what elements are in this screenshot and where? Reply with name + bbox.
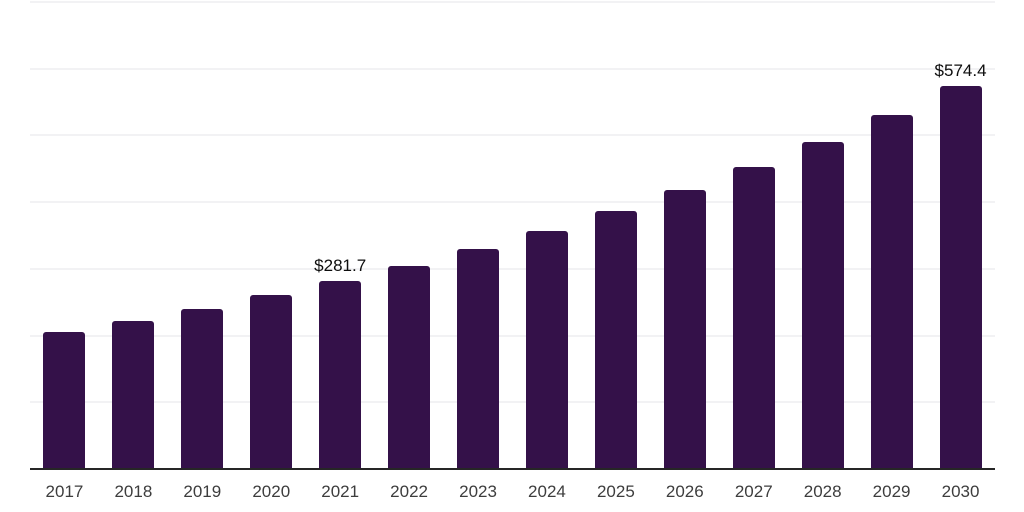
bar-2028 [801, 141, 844, 469]
x-tick-label-2022: 2022 [390, 482, 428, 501]
gridline-700 [30, 1, 995, 3]
x-tick-label-2017: 2017 [45, 482, 84, 501]
x-tick-label-2020: 2020 [252, 482, 291, 501]
x-tick-label-2026: 2026 [665, 482, 704, 501]
bar-2030 [939, 85, 982, 469]
x-tick-label-2028: 2028 [803, 482, 842, 501]
x-tick-label-2029: 2029 [872, 482, 911, 501]
gridline-200 [30, 334, 995, 337]
bar-2021 [319, 281, 362, 469]
x-axis-line [30, 468, 995, 470]
bar-2020 [250, 295, 293, 469]
x-tick-label-2025: 2025 [596, 482, 635, 501]
bar-2017 [43, 332, 86, 469]
gridline-300 [30, 267, 995, 270]
bar-2026 [663, 189, 706, 469]
x-tick-label-2018: 2018 [114, 482, 153, 501]
gridline-500 [30, 134, 995, 137]
x-tick-label-2023: 2023 [459, 482, 497, 501]
x-tick-label-2019: 2019 [183, 482, 222, 501]
value-label-2021: $281.7 [314, 256, 367, 276]
gridline-100 [30, 401, 995, 404]
bar-2019 [181, 308, 224, 469]
bar-2023 [457, 248, 500, 469]
x-tick-label-2030: 2030 [941, 482, 980, 501]
gridline-400 [30, 201, 995, 204]
bar-2024 [525, 230, 568, 469]
bar-2027 [732, 166, 775, 469]
x-tick-label-2021: 2021 [321, 482, 360, 501]
x-tick-label-2024: 2024 [528, 482, 566, 501]
bar-2029 [870, 114, 913, 469]
value-label-2030: $574.4 [934, 60, 987, 80]
x-tick-label-2027: 2027 [734, 482, 773, 501]
gridline-600 [30, 67, 995, 70]
bar-2018 [112, 320, 155, 469]
bar-2022 [388, 265, 431, 469]
bar-2025 [594, 211, 637, 469]
